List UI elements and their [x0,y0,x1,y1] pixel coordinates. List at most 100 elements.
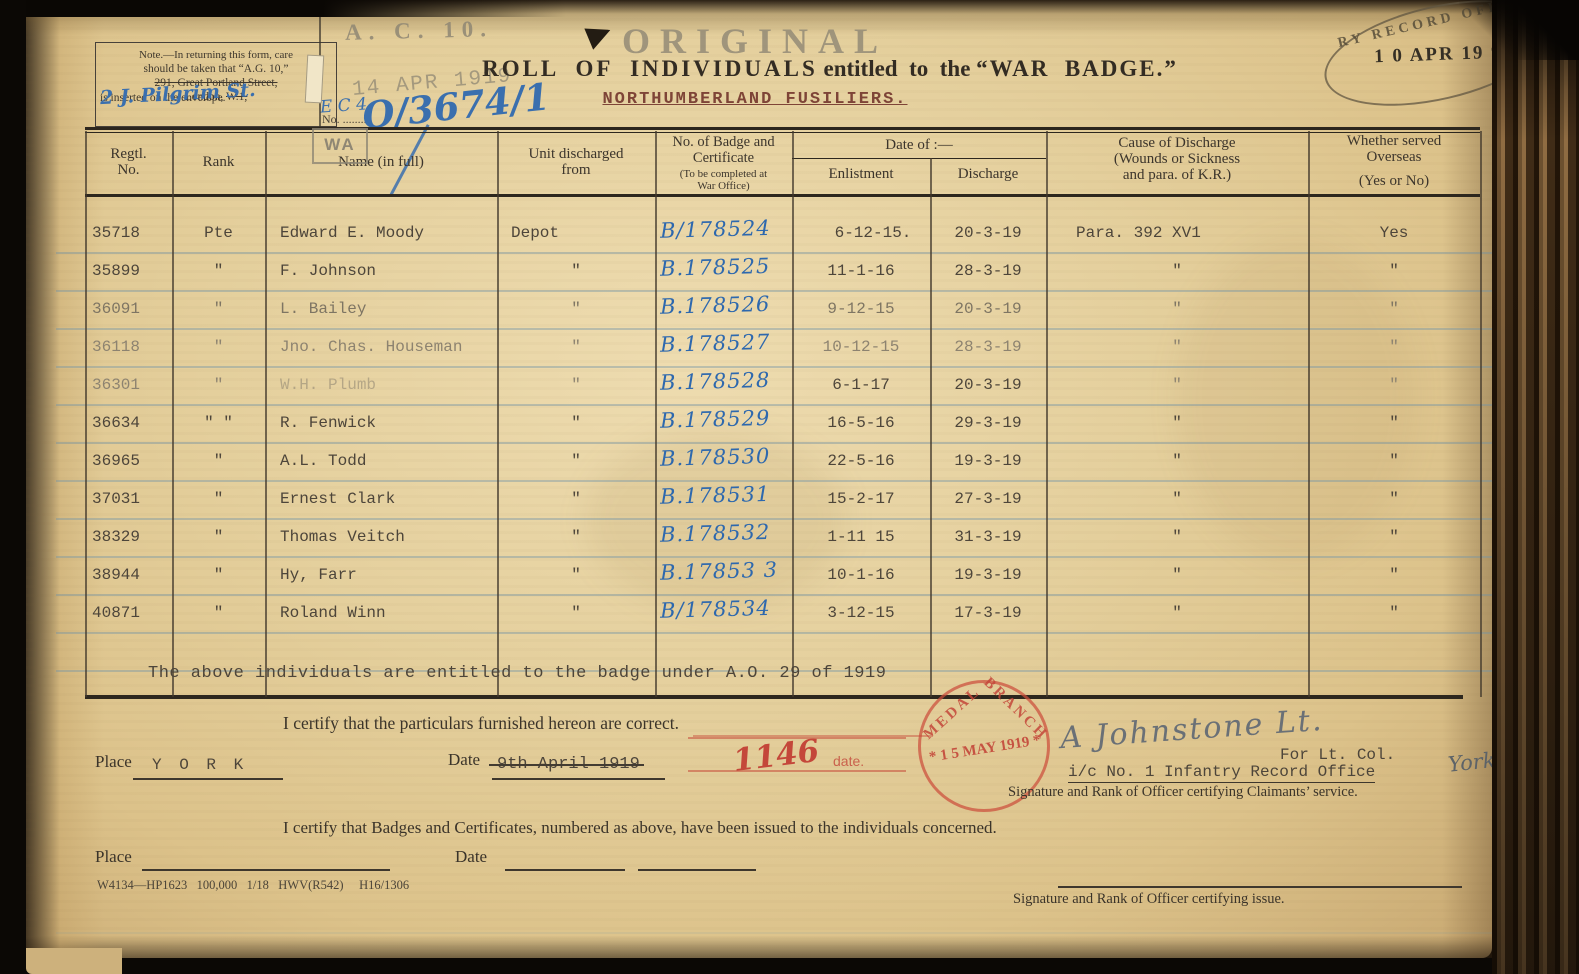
table-row: 38329 " Thomas Veitch " B.178532 1-11 15 31-3-… [0,520,1579,562]
col-line [930,158,932,697]
col-header-dateof: Date of :— [885,137,953,153]
certify-badges: I certify that Badges and Certificates, … [283,818,997,837]
table-row: 36965 " A.L. Todd " B.178530 22-5-16 19-3-19 " " [0,444,1579,486]
paper-scrap [304,54,325,104]
cell-enlist: 16-5-16 [827,414,895,432]
red-stamp-fragment: date. [833,753,865,769]
medal-branch-stamp: MEDAL BRANCH * 1 5 MAY 1919 * [693,675,1051,812]
cell-rank: " [213,262,224,280]
cell-cause: " [1172,262,1182,280]
cell-badge: B.178530 [659,443,771,471]
cell-discharge: 20-3-19 [954,300,1022,318]
table-row: 36634 " " R. Fenwick " B.178529 16-5-16 29-3-1… [0,406,1579,448]
cell-discharge: 19-3-19 [954,566,1022,584]
cell-rank: " [213,604,224,622]
hdr-line: from [561,162,591,178]
cell-cause: " [1172,528,1182,546]
cell-cause: " [1172,414,1182,432]
table-row: 35899 " F. Johnson " B.178525 11-1-16 28-3-19 "… [0,254,1579,296]
date2-underline2 [638,869,756,871]
col-header-enlistment: Enlistment [828,166,894,182]
hdr-line: Certificate [692,150,755,166]
cell-discharge: 17-3-19 [954,604,1022,622]
cell-enlist: 9-12-15 [827,300,895,318]
cell-rank: " [213,376,224,394]
certify-particulars: I certify that the particulars furnished… [283,713,679,733]
cell-unit: " [571,376,581,394]
hdr-line: Whether served [1346,133,1442,149]
place-value: Y O R K [152,756,248,774]
dateof-sub-rule [792,158,1046,160]
print-code: W4134—HP1623 100,000 1/18 HWV(R542) H16/… [97,878,410,892]
cell-overseas: " [1389,262,1399,280]
col-header-badge: No. of Badge and Certificate (To be comp… [655,134,792,192]
cell-name: R. Fenwick [280,414,377,432]
cell-name: Ernest Clark [280,490,396,508]
title-lower: entitled to the [823,56,971,81]
cell-unit: " [571,338,581,356]
cell-name: L. Bailey [280,300,367,318]
hdr-line: No. [117,162,140,178]
cell-rank: " [213,566,224,584]
note-london: London, [184,91,226,103]
col-line [497,131,499,697]
for-ltcol: For Lt. Col. [1280,746,1396,764]
book-fore-edge [1492,0,1579,974]
sig-caption-service: Signature and Rank of Officer certifying… [1008,784,1358,800]
cell-cause: " [1172,566,1182,584]
note-line: should be taken that “A.G. 10,” [143,63,289,75]
cell-cause: " [1172,452,1182,470]
cell-regtl: 36301 [92,376,141,394]
cell-unit: " [571,452,581,470]
cell-overseas: Yes [1379,224,1409,242]
cell-cause: " [1172,338,1182,356]
cell-badge: B.17853 3 [659,557,779,585]
page-title: ROLL OF INDIVIDUALS entitled to the “WAR… [420,56,1240,82]
war-box-text: WA [324,135,356,154]
col-line [792,131,794,697]
hdr-line: (To be completed at [679,168,768,180]
title-caps: ROLL OF INDIVIDUALS [482,56,818,81]
cell-rank: " [213,490,224,508]
cell-rank: " [213,300,224,318]
cell-cause: " [1172,490,1182,508]
cell-unit: " [571,262,581,280]
cell-badge: B.178532 [659,519,771,547]
cell-badge: B.178529 [659,405,771,433]
date2-underline [505,869,625,871]
note-w1-struck: W.1, [226,91,248,103]
col-line [655,131,657,697]
cell-overseas: " [1389,414,1399,432]
cell-badge: B.178531 [659,481,771,509]
table-row: 35718 Pte Edward E. Moody Depot B/178524 6-12… [0,216,1579,258]
entitled-statement: The above individuals are entitled to th… [148,664,887,683]
note-line: is inserted on the envelope. [100,92,226,104]
cell-unit: " [571,566,581,584]
title-badge: “WAR BADGE.” [976,56,1178,81]
cell-regtl: 36091 [92,300,141,318]
war-box-stamp: WA [312,128,368,164]
date-value: 9th April 1919 [489,755,644,774]
cell-rank: " [213,338,224,356]
cell-discharge: 29-3-19 [954,414,1022,432]
cell-overseas: " [1389,300,1399,318]
cell-unit: " [571,604,581,622]
cell-rank: Pte [204,224,233,242]
original-stamp: ORIGINAL [622,21,889,61]
cell-name: W.H. Plumb [280,376,377,394]
cell-badge: B.178525 [659,253,771,281]
cell-discharge: 31-3-19 [954,528,1022,546]
red-stamp-line [688,770,906,772]
cell-regtl: 36634 [92,414,141,432]
issue-signature-line [1058,886,1462,888]
red-stamp-line [688,737,906,739]
cell-regtl: 36965 [92,452,141,470]
hdr-line: and para. of K.R.) [1122,167,1232,183]
col-line [1308,131,1310,697]
cell-enlist: 10-1-16 [827,566,895,584]
cell-unit: Depot [511,224,560,242]
col-header-discharge: Discharge [957,166,1019,182]
col-header-cause: Cause of Discharge (Wounds or Sickness a… [1046,135,1308,183]
envelope-note-box: Note.—In returning this form, care shoul… [95,42,337,127]
